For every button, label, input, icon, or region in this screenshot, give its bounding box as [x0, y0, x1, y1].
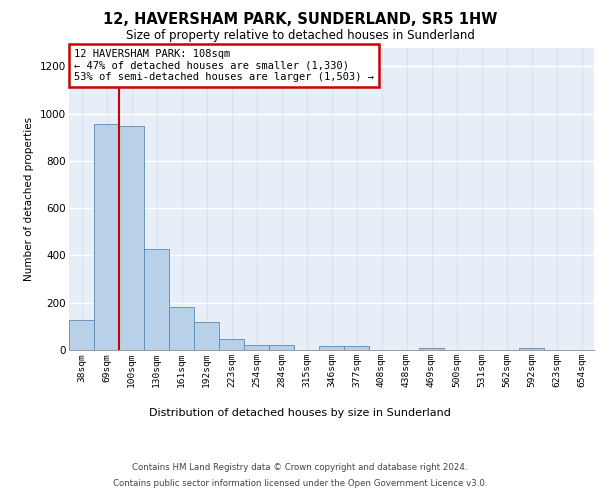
Text: Distribution of detached houses by size in Sunderland: Distribution of detached houses by size …: [149, 408, 451, 418]
Bar: [219, 340, 244, 350]
Y-axis label: Number of detached properties: Number of detached properties: [25, 116, 34, 281]
Text: 12, HAVERSHAM PARK, SUNDERLAND, SR5 1HW: 12, HAVERSHAM PARK, SUNDERLAND, SR5 1HW: [103, 12, 497, 28]
Text: Contains HM Land Registry data © Crown copyright and database right 2024.: Contains HM Land Registry data © Crown c…: [132, 462, 468, 471]
Bar: [519, 348, 544, 350]
Bar: [144, 249, 169, 350]
Bar: [194, 322, 219, 350]
Bar: [94, 124, 119, 350]
Bar: [269, 346, 294, 350]
Bar: [244, 346, 269, 350]
Bar: [419, 348, 444, 350]
Bar: [69, 320, 94, 350]
Bar: [344, 346, 369, 350]
Bar: [119, 126, 144, 350]
Text: Size of property relative to detached houses in Sunderland: Size of property relative to detached ho…: [125, 29, 475, 42]
Text: Contains public sector information licensed under the Open Government Licence v3: Contains public sector information licen…: [113, 478, 487, 488]
Text: 12 HAVERSHAM PARK: 108sqm
← 47% of detached houses are smaller (1,330)
53% of se: 12 HAVERSHAM PARK: 108sqm ← 47% of detac…: [74, 49, 374, 82]
Bar: [319, 346, 344, 350]
Bar: [169, 307, 194, 350]
